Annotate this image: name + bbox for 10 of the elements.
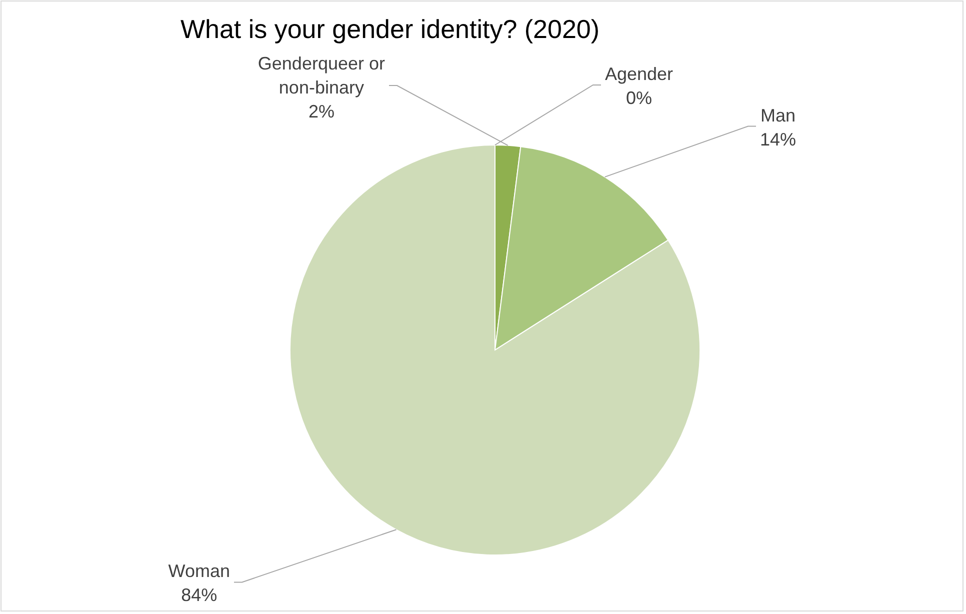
data-label: 14% bbox=[760, 129, 796, 150]
category-label: Agender bbox=[605, 64, 674, 84]
data-label: 84% bbox=[181, 585, 218, 606]
slice-label: Woman bbox=[168, 561, 230, 582]
slice-label: Man bbox=[760, 105, 796, 126]
text: 0% bbox=[626, 88, 652, 108]
chart-title: What is your gender identity? (2020) bbox=[180, 14, 600, 44]
slice-label: Genderqueer or non-binary bbox=[258, 54, 385, 98]
pie-slice bbox=[290, 144, 700, 556]
data-label: 2% bbox=[308, 102, 334, 122]
